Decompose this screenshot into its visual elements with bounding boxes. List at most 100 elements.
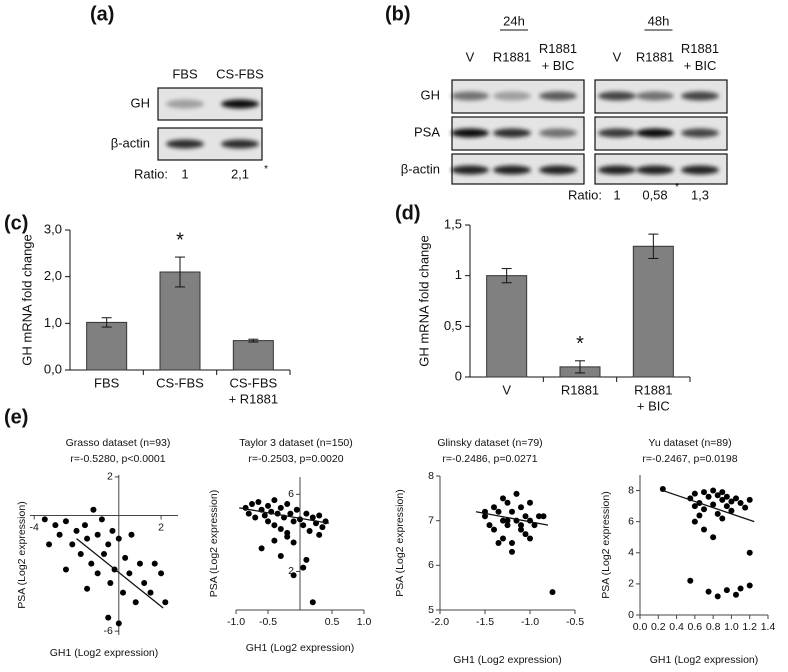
x-tick-label: + BIC [637, 398, 670, 413]
x-tick-label: CS-FBS [156, 375, 204, 390]
scatter-point [714, 593, 721, 600]
blot-band [681, 165, 719, 175]
y-tick-label: -6 [103, 625, 112, 637]
ratio-value: 1,3 [691, 187, 709, 202]
panel-label: (d) [395, 202, 421, 224]
bar [632, 245, 674, 378]
scatter-point [81, 522, 88, 529]
scatter-point [737, 585, 744, 592]
bar [159, 271, 201, 371]
scatter-point [522, 531, 529, 538]
scatter-point [518, 522, 524, 529]
y-tick-label: 0,0 [44, 361, 62, 376]
scatter-point [527, 535, 533, 542]
blot-band [451, 165, 489, 175]
row-label: β-actin [401, 161, 440, 176]
scatter-point [277, 504, 284, 511]
scatter-point [300, 564, 307, 571]
blot-band [493, 128, 531, 138]
y-tick-label: 5 [428, 604, 434, 616]
scatter-point [733, 591, 739, 598]
scatter-point [245, 510, 252, 517]
x-tick-label: V [502, 382, 511, 397]
scatter-point [290, 572, 297, 579]
scatter-point [714, 510, 721, 517]
significance-mark: * [576, 333, 584, 355]
y-axis-label: GH mRNA fold change [416, 235, 431, 367]
scatter-point [271, 522, 278, 529]
x-tick-label: 0.8 [706, 621, 721, 633]
significance-mark: * [176, 229, 184, 251]
scatter-point [737, 500, 744, 506]
fit-line [475, 511, 549, 526]
scatter-point [284, 529, 291, 536]
blot-band [166, 99, 204, 109]
y-axis-label: PSA (Log2 expression) [16, 501, 28, 608]
panel-label: (e) [4, 406, 28, 428]
x-tick-label: 0.0 [633, 621, 648, 633]
lane-label: + BIC [684, 58, 717, 73]
scatter-point [287, 510, 294, 517]
scatter-point [158, 570, 165, 577]
y-tick-label: 6 [428, 559, 434, 571]
x-tick-label: -1.5 [476, 616, 494, 628]
scatter-point [491, 504, 497, 511]
y-axis-label: GH mRNA fold change [19, 234, 34, 366]
x-tick-label: 0.5 [325, 616, 340, 628]
ratio-mark: * [675, 181, 679, 193]
scatter-point [491, 526, 497, 533]
scatter-point [495, 508, 502, 515]
scatter-point [504, 499, 511, 506]
y-tick-label: 3,0 [44, 221, 62, 236]
x-tick-label: R1881 [561, 382, 599, 397]
ratio-label: Ratio: [134, 166, 168, 181]
blot-band [166, 139, 204, 149]
chart-subtitle: r=-0.2467, p=0.0198 [642, 453, 737, 465]
scatter-point [719, 489, 726, 496]
blot-band [681, 128, 719, 138]
scatter-point [527, 499, 533, 506]
x-tick-label: 2 [158, 521, 164, 533]
scatter-point [271, 497, 278, 504]
scatter-point [88, 560, 95, 567]
x-tick-label: R1881 [634, 382, 672, 397]
y-tick-label: 2 [107, 471, 113, 483]
scatter-point [500, 517, 506, 524]
blot-band [221, 139, 259, 149]
scatter-point [509, 508, 515, 515]
scatter-point [77, 551, 84, 558]
blot-band [221, 99, 259, 109]
scatter-point [84, 535, 91, 542]
scatter-point [162, 599, 169, 606]
scatter-point [277, 553, 284, 560]
fit-line [239, 507, 329, 524]
scatter-point [719, 496, 726, 503]
lane-label: + BIC [542, 58, 575, 73]
scatter-point [105, 541, 112, 548]
scatter-point [710, 501, 717, 508]
bar [232, 340, 274, 371]
y-tick-label: 1 [455, 267, 462, 282]
x-tick-label: FBS [94, 375, 120, 390]
scatter-point [300, 522, 307, 529]
scatter-point [115, 535, 122, 542]
x-tick-label: 0.4 [669, 621, 684, 633]
scatter-point [261, 512, 268, 519]
scatter-point [271, 537, 278, 544]
lane-label: R1881 [636, 49, 674, 64]
scatter-point [495, 540, 502, 546]
ratio-label: Ratio: [568, 187, 602, 202]
scatter-point [509, 540, 515, 546]
x-tick-label: CS-FBS [229, 375, 277, 390]
scatter-point [728, 498, 735, 505]
scatter-point [147, 589, 154, 596]
scatter-point [107, 579, 114, 586]
y-axis-label: PSA (Log2 expression) [600, 491, 612, 598]
scatter-point [687, 577, 694, 584]
scatter-point [316, 512, 323, 519]
x-tick-label: 1.4 [761, 621, 776, 633]
scatter-point [62, 518, 69, 525]
blot-band [451, 128, 489, 138]
scatter-point [500, 495, 506, 502]
blot-band [493, 91, 531, 101]
